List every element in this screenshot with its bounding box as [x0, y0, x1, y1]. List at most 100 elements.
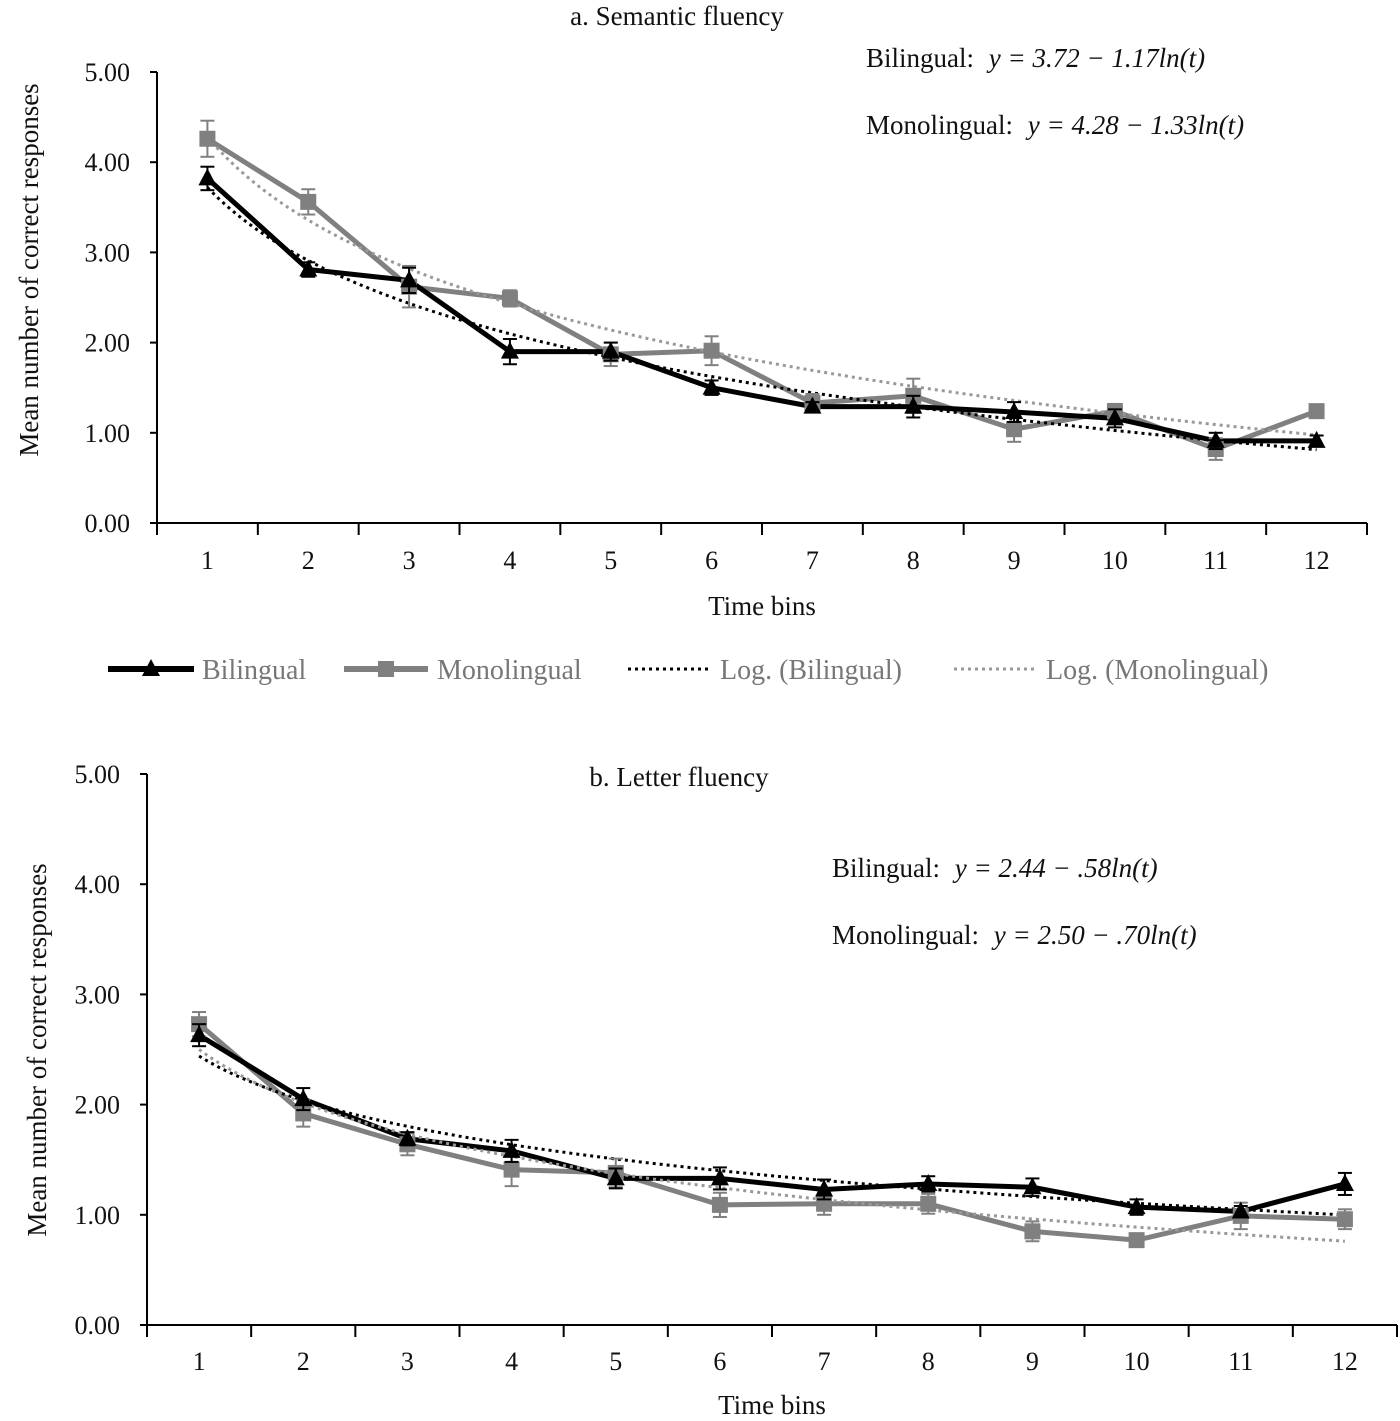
chart-b-eq-bilingual-label: Bilingual: [832, 853, 940, 883]
chart-b-y-tick-label: 1.00 [75, 1201, 121, 1230]
chart-b-monolingual-point [1024, 1223, 1041, 1240]
chart-b-x-tick-label: 7 [818, 1347, 831, 1376]
chart-a-x-tick-label: 10 [1102, 546, 1128, 575]
chart-b-x-tick-label: 5 [609, 1347, 622, 1376]
chart-b-bilingual-point [294, 1089, 313, 1107]
chart-b-bilingual-point [919, 1173, 938, 1191]
chart-a-x-tick-label: 12 [1304, 546, 1330, 575]
chart-b-ylabel: Mean number of correct responses [22, 863, 52, 1236]
chart-b-trendline-bilingual [198, 1054, 1345, 1217]
chart-a-title: a. Semantic fluency [570, 1, 784, 31]
chart-a-trendline-bilingual [206, 186, 1317, 452]
chart-a-bilingual-point [904, 396, 923, 414]
chart-b-bilingual-point [190, 1025, 209, 1043]
chart-a-bilingual-point [400, 270, 419, 288]
chart-a-series-monolingual-line [206, 136, 1318, 452]
chart-b-monolingual-point [503, 1161, 520, 1178]
legend: Bilingual Monolingual Log. (Bilingual) L… [108, 655, 1268, 686]
chart-b-monolingual-point [1128, 1232, 1145, 1249]
chart-b-plot: 0.001.002.003.004.005.001 2 3 4 5 6 7 8 9 10 11 12 [75, 760, 1398, 1376]
chart-a-eq-bilingual-label: Bilingual: [866, 43, 974, 73]
chart-a-bilingual-point [1005, 402, 1024, 420]
chart-b-bilingual-point [502, 1140, 521, 1158]
chart-a-bilingual-point [1307, 430, 1326, 448]
chart-a-x-tick-label: 1 [201, 546, 214, 575]
chart-a-eq-bilingual-formula: y = 3.72 − 1.17ln(t) [986, 43, 1205, 73]
chart-b-monolingual-point [1336, 1211, 1353, 1228]
chart-b-x-tick-label: 4 [505, 1347, 518, 1376]
chart-b-y-tick-label: 5.00 [75, 760, 121, 789]
chart-b-eq-monolingual-formula: y = 2.50 − .70ln(t) [991, 920, 1197, 950]
chart-a-monolingual-point [1308, 403, 1325, 420]
chart-a-series-bilingual-line [205, 176, 1317, 444]
chart-b-y-tick-label: 3.00 [75, 980, 121, 1009]
chart-b-trendline-monolingual [198, 1048, 1346, 1243]
chart-b-x-tick-label: 3 [401, 1347, 414, 1376]
chart-a-monolingual-point [199, 130, 216, 147]
chart-b-title: b. Letter fluency [589, 762, 769, 792]
chart-b-x-tick-label: 6 [713, 1347, 726, 1376]
chart-b-x-tick-label: 10 [1124, 1347, 1150, 1376]
chart-a-monolingual-point [501, 290, 518, 307]
chart-a-monolingual-point [703, 342, 720, 359]
chart-b-y-tick-label: 0.00 [75, 1311, 121, 1340]
chart-b-bilingual-point [710, 1168, 729, 1186]
chart-b-bilingual-point [815, 1179, 834, 1197]
chart-a-xlabel: Time bins [708, 591, 816, 621]
chart-a-x-tick-label: 7 [806, 546, 819, 575]
chart-b-x-tick-label: 1 [193, 1347, 206, 1376]
chart-b-series-bilingual-line [197, 1033, 1346, 1214]
chart-a-eq-monolingual-label: Monolingual: [866, 110, 1013, 140]
chart-a-bilingual-point [601, 341, 620, 359]
legend-log-monolingual-label: Log. (Monolingual) [1046, 655, 1268, 686]
chart-a-y-tick-label: 2.00 [85, 329, 131, 358]
chart-a-bilingual-point [198, 168, 217, 186]
legend-monolingual-label: Monolingual [437, 655, 582, 686]
chart-a-x-tick-label: 6 [705, 546, 718, 575]
chart-b-bilingual-point [1023, 1177, 1042, 1195]
legend-bilingual-label: Bilingual [202, 655, 306, 686]
chart-a-plot: 0.001.002.003.004.005.001 2 3 4 5 6 7 8 9 10 11 12 [85, 58, 1368, 575]
chart-a-monolingual-point [1006, 421, 1023, 438]
chart-b-x-tick-label: 11 [1228, 1347, 1253, 1376]
chart-b-eq-bilingual-formula: y = 2.44 − .58ln(t) [952, 853, 1158, 883]
chart-a-eq-monolingual: Monolingual: y = 4.28 − 1.33ln(t) [866, 110, 1244, 140]
chart-a-eq-monolingual-formula: y = 4.28 − 1.33ln(t) [1025, 110, 1244, 140]
chart-b-x-tick-label: 9 [1026, 1347, 1039, 1376]
chart-b-xlabel: Time bins [718, 1390, 826, 1420]
chart-a-x-tick-label: 9 [1008, 546, 1021, 575]
chart-a-bilingual-point [1206, 430, 1225, 448]
chart-b-monolingual-point [920, 1195, 937, 1212]
chart-a-ylabel: Mean number of correct responses [14, 83, 44, 456]
chart-b-bilingual-point [606, 1168, 625, 1186]
chart-b-x-tick-label: 12 [1332, 1347, 1358, 1376]
chart-a-bilingual-point [702, 377, 721, 395]
chart-b-eq-monolingual-label: Monolingual: [832, 920, 979, 950]
chart-a-bilingual-point [1105, 408, 1124, 426]
chart-a-x-tick-label: 8 [907, 546, 920, 575]
chart-a-eq-bilingual: Bilingual: y = 3.72 − 1.17ln(t) [866, 43, 1205, 73]
chart-b-bilingual-point [398, 1128, 417, 1146]
chart-b-eq-monolingual: Monolingual: y = 2.50 − .70ln(t) [832, 920, 1197, 950]
legend-bilingual-marker [142, 659, 160, 676]
chart-a-bilingual-point [299, 259, 318, 277]
chart-a-y-tick-label: 1.00 [85, 419, 131, 448]
chart-a-bilingual-point [500, 341, 519, 359]
chart-a-y-tick-label: 4.00 [85, 148, 131, 177]
chart-b-y-tick-label: 4.00 [75, 870, 121, 899]
chart-b-y-tick-label: 2.00 [75, 1091, 121, 1120]
chart-a-bilingual-point [803, 396, 822, 414]
chart-b-monolingual-point [711, 1196, 728, 1213]
chart-a-trendline-monolingual [206, 135, 1317, 437]
chart-a-y-tick-label: 0.00 [85, 509, 131, 538]
chart-a-x-tick-label: 3 [403, 546, 416, 575]
chart-a-y-tick-label: 5.00 [85, 58, 131, 87]
chart-a-y-tick-label: 3.00 [85, 238, 131, 267]
chart-a-x-tick-label: 5 [604, 546, 617, 575]
chart-b-bilingual-point [1231, 1201, 1250, 1219]
chart-a-monolingual-point [300, 193, 317, 210]
legend-monolingual-marker [378, 661, 394, 677]
chart-b-bilingual-point [1127, 1197, 1146, 1215]
chart-b-bilingual-point [1335, 1173, 1354, 1191]
